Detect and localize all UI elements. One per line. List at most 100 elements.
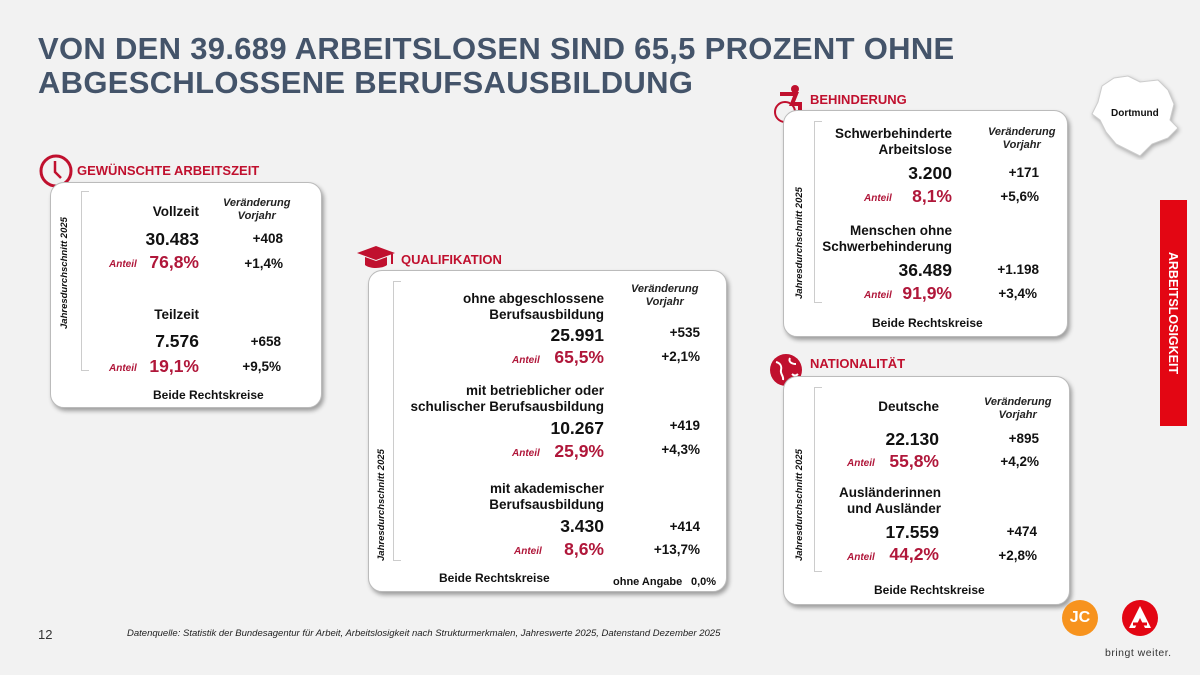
share-change: +3,4% — [998, 286, 1037, 301]
row-label: ohne abgeschlossene Berufsausbildung — [463, 291, 604, 323]
ba-tagline: bringt weiter. — [1105, 647, 1172, 659]
change-header: Veränderung Vorjahr — [988, 126, 1055, 152]
change: +658 — [250, 334, 281, 349]
row-label-line: und Ausländer — [846, 501, 941, 516]
row-label-line: Berufsausbildung — [489, 307, 604, 322]
panel-qualifikation: Jahresdurchschnitt 2025 Veränderung Vorja… — [368, 270, 727, 592]
value: 25.991 — [550, 325, 604, 345]
jobcenter-logo: JC — [1062, 600, 1098, 636]
source-note: Datenquelle: Statistik der Bundesagentur… — [127, 628, 721, 639]
row-label: mit betrieblicher oder schulischer Berufs… — [410, 383, 604, 415]
panel-behinderung: Jahresdurchschnitt 2025 Schwerbehinderte… — [783, 110, 1068, 337]
row-label-line: mit akademischer — [489, 481, 604, 496]
change: +408 — [252, 231, 283, 246]
row-label: Deutsche — [878, 399, 939, 414]
section-heading-behinderung: BEHINDERUNG — [810, 92, 907, 107]
vertical-label: Jahresdurchschnitt 2025 — [794, 449, 805, 561]
change-header-line: Vorjahr — [998, 409, 1037, 421]
share-change: +4,3% — [661, 442, 700, 457]
panel-arbeitszeit: Jahresdurchschnitt 2025 Vollzeit Verände… — [50, 182, 322, 408]
dortmund-map — [1091, 75, 1179, 157]
value: 3.430 — [560, 516, 604, 536]
share-label: Anteil — [514, 546, 542, 557]
row-label: mit akademischer Berufsausbildung — [489, 481, 604, 513]
share: 91,9% — [902, 283, 952, 303]
share-label: Anteil — [847, 552, 875, 563]
value: 17.559 — [885, 522, 939, 542]
vertical-label: Jahresdurchschnitt 2025 — [376, 449, 387, 561]
share-change: +1,4% — [244, 256, 283, 271]
share-label: Anteil — [847, 458, 875, 469]
share: 55,8% — [889, 451, 939, 471]
value: 36.489 — [898, 260, 952, 280]
change-header-line: Veränderung — [988, 126, 1056, 138]
row-label: Ausländerinnen und Ausländer — [839, 485, 941, 517]
value: 22.130 — [885, 429, 939, 449]
section-heading-qualifikation: QUALIFIKATION — [401, 252, 502, 267]
share-change: +9,5% — [242, 359, 281, 374]
value: 10.267 — [550, 418, 604, 438]
change-header-line: Veränderung — [984, 396, 1052, 408]
share-label: Anteil — [512, 355, 540, 366]
value: 7.576 — [155, 331, 199, 351]
no-answer-value: 0,0% — [691, 576, 717, 588]
change: +414 — [669, 519, 700, 534]
map-label: Dortmund — [1111, 108, 1159, 119]
row-label-line: Ausländerinnen — [838, 485, 941, 500]
no-answer-label: ohne Angabe — [613, 576, 683, 588]
row-label-line: ohne abgeschlossene — [462, 291, 604, 306]
row-label: Teilzeit — [154, 307, 199, 322]
share-change: +5,6% — [1000, 189, 1039, 204]
change: +535 — [669, 325, 700, 340]
change-header-line: Veränderung — [223, 197, 291, 209]
share-change: +4,2% — [1000, 454, 1039, 469]
change-header: Veränderung Vorjahr — [631, 283, 698, 309]
change-header-line: Vorjahr — [1002, 139, 1041, 151]
vertical-label: Jahresdurchschnitt 2025 — [59, 217, 70, 329]
share: 44,2% — [889, 544, 939, 564]
share-change: +2,8% — [998, 548, 1037, 563]
change-header: Veränderung Vorjahr — [984, 396, 1051, 422]
share-change: +13,7% — [653, 542, 700, 557]
share: 65,5% — [554, 347, 604, 367]
row-label: Menschen ohne Schwerbehinderung — [822, 223, 952, 255]
page-title: VON DEN 39.689 ARBEITSLOSEN SIND 65,5 PR… — [38, 31, 955, 100]
row-label-line: Menschen ohne — [849, 223, 952, 238]
change-header-line: Vorjahr — [237, 210, 276, 222]
row-label-line: Schwerbehinderte — [834, 126, 952, 141]
row-label-line: Schwerbehinderung — [822, 239, 952, 254]
panel-nationalitaet: Jahresdurchschnitt 2025 Deutsche Verände… — [783, 376, 1070, 605]
change: +419 — [669, 418, 700, 433]
change-header-line: Veränderung — [631, 283, 699, 295]
change-header: Veränderung Vorjahr — [223, 197, 290, 223]
side-tab[interactable]: ARBEITSLOSIGKEIT — [1160, 200, 1187, 426]
row-label-line: Berufsausbildung — [489, 497, 604, 512]
change: +895 — [1008, 431, 1039, 446]
share-label: Anteil — [109, 363, 137, 374]
row-label-line: Arbeitslose — [878, 142, 952, 157]
share-label: Anteil — [512, 448, 540, 459]
row-label-line: schulischer Berufsausbildung — [410, 399, 604, 414]
graduation-cap-icon — [357, 246, 395, 268]
page-number: 12 — [38, 627, 53, 642]
share: 8,6% — [564, 539, 604, 559]
share: 8,1% — [912, 186, 952, 206]
footer-label: Beide Rechtskreise — [439, 571, 550, 585]
value: 3.200 — [908, 163, 952, 183]
share: 76,8% — [149, 252, 199, 272]
section-heading-nationalitaet: NATIONALITÄT — [810, 356, 906, 371]
row-label-line: mit betrieblicher oder — [465, 383, 604, 398]
share-label: Anteil — [864, 193, 892, 204]
share: 19,1% — [149, 356, 199, 376]
change-header-line: Vorjahr — [645, 296, 684, 308]
vertical-label: Jahresdurchschnitt 2025 — [794, 187, 805, 299]
share-change: +2,1% — [661, 349, 700, 364]
row-label: Vollzeit — [152, 204, 199, 219]
section-heading-arbeitszeit: GEWÜNSCHTE ARBEITSZEIT — [77, 163, 260, 178]
share: 25,9% — [554, 441, 604, 461]
share-label: Anteil — [864, 290, 892, 301]
footer-label: Beide Rechtskreise — [153, 388, 264, 402]
row-label: Schwerbehinderte Arbeitslose — [835, 126, 952, 158]
change: +1.198 — [997, 262, 1039, 277]
ba-logo-icon — [1122, 600, 1158, 636]
